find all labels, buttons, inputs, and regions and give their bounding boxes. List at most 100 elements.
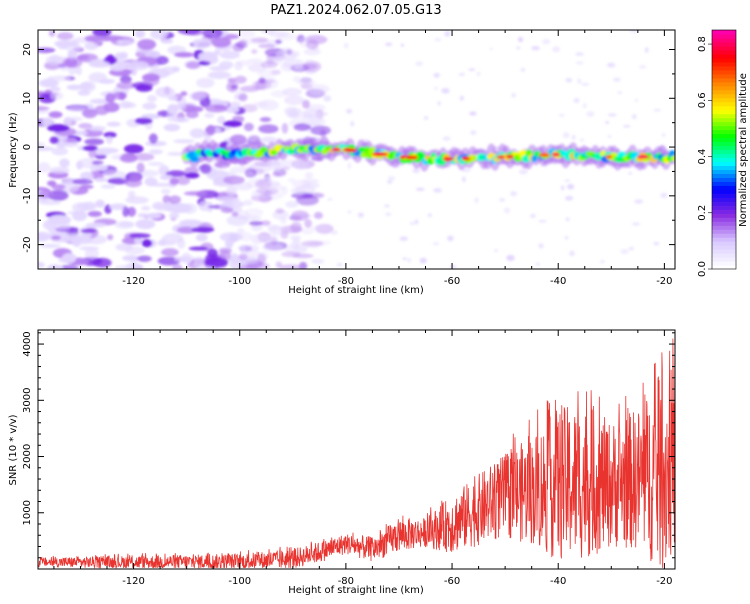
noise-blob [458,72,466,77]
noise-blob [58,181,80,193]
noise-blob [280,231,289,239]
noise-blob [155,86,175,98]
noise-blob [653,241,660,246]
noise-blob [64,234,88,242]
y-tick-label: 0 [22,144,33,150]
noise-blob [234,75,247,84]
noise-blobs [38,30,668,269]
noise-blob [176,226,195,234]
noise-blob [172,263,183,269]
noise-blob [343,42,349,49]
colorbar-segment [712,133,736,139]
ridge-hotspot [461,156,471,161]
noise-blob [114,220,135,229]
noise-blob [147,161,165,166]
colorbar-label: Normalized spectral amplitude [738,73,749,227]
ridge-hotspot [371,152,388,157]
noise-blob [280,47,294,55]
colorbar-ticks: 0.0 0.2 0.4 0.6 0.8 [697,36,712,277]
noise-blob [310,125,331,136]
colorbar-segment [712,49,736,55]
noise-blob [303,48,322,56]
noise-blob [476,71,481,76]
noise-blob [134,236,143,245]
noise-blob [72,202,89,213]
noise-blob [281,122,289,134]
noise-blob [586,110,595,117]
noise-blob [38,142,46,147]
ridge-hotspot [409,155,418,160]
colorbar-segment [712,201,736,206]
noise-blob [519,169,528,175]
noise-blob [219,50,240,60]
noise-blob [301,178,319,184]
noise-blob [302,63,318,70]
noise-blob [400,43,404,47]
noise-blob [573,97,580,104]
noise-blob [217,115,226,125]
noise-blob [72,210,88,222]
colorbar-segment [712,173,736,178]
colorbar-segment [712,165,736,171]
noise-blob [172,117,190,123]
noise-blob [105,92,116,103]
colorbar-segment [712,77,736,83]
noise-blob [499,197,506,202]
noise-blob [301,240,324,247]
colorbar-segment [712,69,736,75]
colorbar-segment [712,249,736,254]
noise-blob [248,220,263,226]
noise-blob [38,106,50,111]
noise-blob [135,219,156,230]
noise-blob [323,95,332,102]
x-tick-label: -120 [122,276,145,287]
colorbar-frame [711,29,737,270]
noise-blob [575,52,584,56]
colorbar-segment [712,81,736,87]
spectrogram-y-ticks: -20 -10 0 10 20 [22,43,675,270]
noise-blob [94,164,108,171]
noise-blob [330,230,338,235]
noise-blob [304,172,314,179]
y-tick-label: 3000 [22,388,33,413]
x-tick-label: -20 [656,276,672,287]
noise-blob [236,30,256,38]
colorbar-segment [712,221,736,226]
noise-blob [634,98,638,103]
noise-blob [629,30,639,33]
noise-blob [148,149,163,155]
noise-blob [95,199,105,208]
noise-blob [384,204,390,208]
colorbar-segment [712,145,736,151]
colorbar-segment [712,261,736,266]
noise-blob [183,191,207,196]
noise-blob [542,38,551,45]
colorbar-segment [712,193,736,198]
spectrogram-y-axis-label: Frequency (Hz) [8,112,19,188]
colorbar-segment [712,257,736,262]
noise-blob [622,124,631,128]
noise-blob [252,101,269,108]
noise-blob [135,84,153,92]
noise-blob [136,255,152,262]
noise-blob [163,123,181,132]
snr-plot-frame [37,329,676,570]
colorbar-segment [712,237,736,242]
colorbar-segment [712,37,736,43]
noise-blob [287,177,296,183]
noise-blob [167,95,178,101]
noise-blob [105,136,113,144]
noise-blob [88,72,107,83]
noise-blob [51,147,69,156]
noise-blob [49,91,64,100]
noise-blob [184,172,200,179]
noise-blob [660,192,668,199]
noise-blob [617,91,622,95]
noise-blob [423,116,429,120]
colorbar-segment [712,265,736,270]
noise-blob [227,77,237,83]
noise-blob [606,62,616,68]
noise-blob [130,256,138,267]
noise-blob [75,66,82,76]
noise-blob [231,252,238,261]
